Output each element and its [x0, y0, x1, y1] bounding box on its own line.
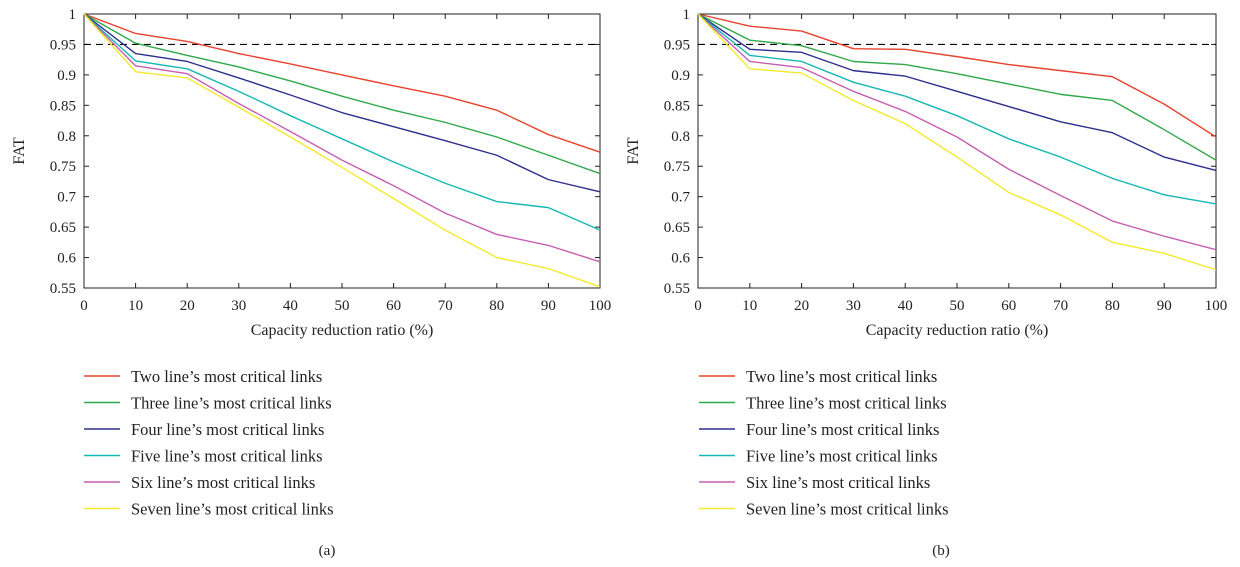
chart-panel-b: 0 10 20 30 40 50 60 70 80 90 100 0.55 0.6 0.65 0.7 0.75… — [625, 7, 1227, 559]
x-tick-label: 30 — [846, 298, 861, 314]
x-tick-label: 90 — [1157, 298, 1172, 314]
y-tick-label: 0.55 — [50, 281, 76, 297]
y-tick-label: 0.9 — [57, 68, 76, 84]
x-axis-title: Capacity reduction ratio (%) — [251, 322, 434, 339]
x-tick-label: 10 — [128, 298, 143, 314]
y-axis-title: FAT — [11, 137, 28, 164]
x-tick-label: 50 — [335, 298, 350, 314]
legend-entry: Six line’s most critical links — [131, 473, 315, 492]
legend-entry: Two line’s most critical links — [746, 367, 937, 386]
y-tick-label: 0.55 — [664, 281, 690, 297]
legend-entry: Two line’s most critical links — [131, 367, 322, 386]
x-tick-label: 100 — [1205, 298, 1228, 314]
series-line-5 — [697, 13, 1217, 251]
legend-entry: Three line’s most critical links — [131, 394, 332, 413]
series-line-2 — [697, 13, 1217, 161]
series-line-1 — [83, 13, 601, 153]
series-line-2 — [83, 13, 601, 175]
panel-label: (b) — [932, 543, 950, 559]
x-tick-label: 60 — [1001, 298, 1016, 314]
y-tick-label: 0.8 — [671, 129, 690, 145]
legend-entry: Six line’s most critical links — [746, 473, 930, 492]
x-tick-label: 60 — [386, 298, 401, 314]
chart-panel-a: 0 10 20 30 40 50 60 70 80 90 100 0.55 0.6 0.65 0.7 0.75… — [11, 7, 611, 559]
plot-frame — [697, 13, 1217, 289]
y-tick-label: 0.8 — [57, 129, 76, 145]
y-tick-label: 0.75 — [664, 159, 690, 175]
x-tick-label: 0 — [80, 298, 88, 314]
x-tick-label: 30 — [231, 298, 246, 314]
series-line-3 — [83, 13, 601, 193]
x-tick-label: 90 — [541, 298, 556, 314]
legend-entry: Seven line’s most critical links — [131, 500, 334, 519]
legend-entry: Four line’s most critical links — [131, 420, 324, 439]
legend-entry: Three line’s most critical links — [746, 394, 947, 413]
x-axis-title: Capacity reduction ratio (%) — [866, 322, 1049, 339]
x-tick-label: 20 — [180, 298, 195, 314]
series-line-1 — [697, 13, 1217, 138]
x-tick-label: 0 — [694, 298, 702, 314]
y-tick-label: 0.85 — [50, 98, 76, 114]
legend-entry: Seven line’s most critical links — [746, 500, 949, 519]
y-tick-label: 0.75 — [50, 159, 76, 175]
y-tick-label: 0.6 — [57, 251, 76, 267]
series-line-6 — [697, 13, 1217, 271]
series-line-4 — [83, 13, 601, 231]
x-tick-label: 20 — [794, 298, 809, 314]
y-tick-label: 0.7 — [671, 190, 690, 206]
x-tick-label: 40 — [898, 298, 913, 314]
y-tick-label: 0.85 — [664, 98, 690, 114]
panel-label: (a) — [319, 543, 336, 559]
x-tick-label: 50 — [950, 298, 965, 314]
legend-entry: Four line’s most critical links — [746, 420, 939, 439]
x-tick-label: 80 — [489, 298, 504, 314]
y-tick-label: 0.6 — [671, 251, 690, 267]
y-tick-label: 0.9 — [671, 68, 690, 84]
x-tick-label: 10 — [742, 298, 757, 314]
y-tick-label: 0.95 — [50, 37, 76, 53]
y-tick-label: 1 — [69, 7, 77, 23]
legend-entry: Five line’s most critical links — [131, 447, 323, 466]
y-tick-label: 0.65 — [664, 220, 690, 236]
x-tick-label: 70 — [438, 298, 453, 314]
series-line-5 — [83, 13, 601, 263]
y-tick-label: 1 — [683, 7, 691, 23]
series-line-4 — [697, 13, 1217, 205]
x-tick-label: 80 — [1105, 298, 1120, 314]
legend-entry: Five line’s most critical links — [746, 447, 938, 466]
y-tick-label: 0.7 — [57, 190, 76, 206]
y-tick-label: 0.95 — [664, 37, 690, 53]
y-tick-label: 0.65 — [50, 220, 76, 236]
x-tick-label: 100 — [589, 298, 612, 314]
series-line-6 — [83, 13, 601, 288]
y-axis-title: FAT — [625, 137, 642, 164]
series-line-3 — [697, 13, 1217, 172]
x-tick-label: 70 — [1053, 298, 1068, 314]
x-tick-label: 40 — [283, 298, 298, 314]
plot-frame — [83, 13, 601, 289]
